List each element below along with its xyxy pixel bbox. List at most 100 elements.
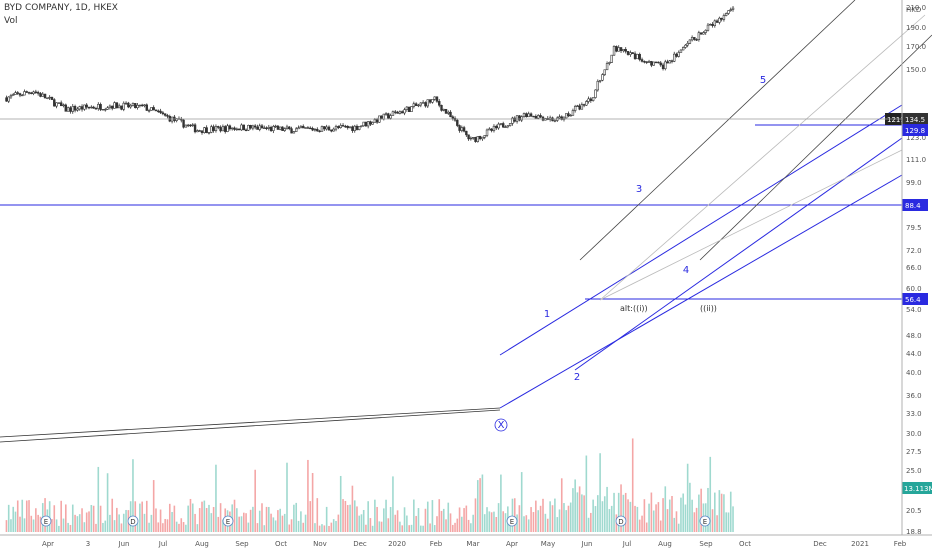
volume-bar (530, 507, 532, 532)
candle-body (62, 104, 65, 107)
candle-body (612, 46, 616, 56)
price-tick-label: 79.5 (906, 224, 922, 232)
volume-bar (288, 524, 291, 532)
volume-bar (601, 501, 604, 532)
volume-bar (286, 462, 288, 532)
volume-bar (39, 516, 42, 532)
candle-body (515, 115, 519, 122)
candle-body (679, 49, 683, 53)
candle-body (478, 136, 482, 140)
long-trendline (0, 409, 501, 443)
time-tick-label: Nov (313, 540, 327, 548)
volume-bar (203, 500, 206, 532)
candle-body (87, 106, 91, 109)
volume-bar (344, 500, 347, 532)
candle-body (481, 136, 484, 140)
volume-bar (596, 495, 599, 532)
volume-bar (513, 498, 516, 532)
candle-body (720, 17, 723, 20)
volume-bar (631, 438, 634, 532)
volume-bar (387, 518, 390, 532)
volume-bar (707, 487, 709, 532)
candle-body (573, 106, 577, 111)
candle-body (207, 132, 211, 134)
candle-body (34, 91, 38, 93)
candle-body (30, 92, 33, 94)
candle-body (362, 121, 365, 127)
candle-body (693, 37, 696, 40)
candle-body (341, 125, 345, 127)
volume-bar (677, 523, 680, 532)
candle-body (318, 130, 321, 133)
volume-bar (268, 506, 270, 532)
volume-bar (185, 524, 187, 532)
volume-bar (433, 525, 436, 532)
volume-bar (64, 504, 67, 532)
candle-body (508, 123, 512, 126)
candle-body (297, 127, 300, 130)
candle-body (304, 127, 307, 129)
time-tick-label: Oct (739, 540, 751, 548)
volume-bar (304, 514, 307, 532)
candle-body (7, 96, 10, 102)
volume-bar (155, 508, 157, 532)
volume-bar (325, 506, 328, 532)
volume-bar (30, 515, 33, 532)
volume-bar (410, 524, 413, 532)
volume-bar (102, 522, 104, 532)
volume-bar (675, 511, 678, 532)
volume-bar (551, 505, 554, 532)
volume-bar (380, 521, 383, 532)
volume-bar (680, 497, 682, 532)
price-axis: 18.820.522.525.027.530.033.036.040.044.0… (885, 4, 932, 536)
candle-body (231, 127, 234, 130)
candle-body (120, 105, 123, 110)
volume-bar (532, 512, 535, 532)
candle-body (522, 113, 526, 117)
volume-bar (150, 514, 153, 532)
candle-body (636, 54, 639, 60)
candle-body (276, 125, 280, 130)
event-marker-label: E (226, 518, 230, 526)
volume-bar (293, 504, 295, 532)
candle-body (458, 125, 461, 131)
volume-bar (636, 506, 639, 532)
volume-bar (556, 517, 559, 532)
candle-body (488, 128, 491, 131)
volume-bar (5, 520, 8, 532)
volume-bar (164, 518, 166, 532)
candle-body (532, 115, 535, 118)
candle-body (295, 128, 298, 132)
candle-body (610, 54, 613, 63)
candle-body (410, 106, 413, 112)
volume-bar (617, 492, 620, 532)
volume-bar (525, 515, 528, 532)
candle-body (157, 110, 160, 112)
time-tick-label: 2020 (388, 540, 406, 548)
volume-bar (613, 492, 615, 532)
candle-body (200, 130, 204, 133)
price-tick-label: 170.0 (906, 43, 926, 51)
candle-body (292, 131, 296, 134)
volume-bar (620, 484, 622, 532)
candle-body (643, 61, 646, 63)
candle-body (471, 137, 475, 139)
volume-bar (603, 496, 606, 532)
volume-bar (258, 510, 261, 532)
candle-body (677, 52, 680, 57)
candle-body (469, 137, 473, 140)
candle-body (650, 61, 653, 66)
candle-body (25, 91, 28, 93)
candle-body (311, 127, 314, 131)
volume-bar (535, 500, 537, 532)
candle-body (285, 126, 289, 129)
candle-body (513, 117, 516, 122)
volume-bar (493, 511, 495, 532)
volume-bar (113, 520, 116, 532)
candle-body (384, 113, 388, 115)
annotation-label: alt:((i)) (620, 304, 648, 313)
candle-body (421, 102, 425, 104)
candle-body (465, 130, 468, 136)
price-tick-label: 66.0 (906, 264, 922, 272)
